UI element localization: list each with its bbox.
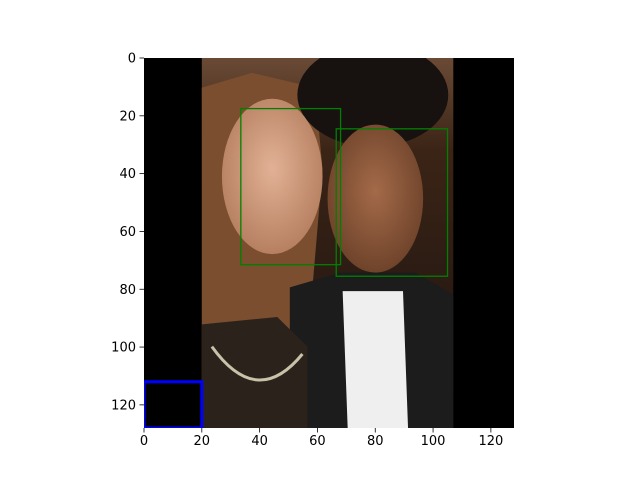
woman-face [221, 98, 323, 255]
y-tick-label: 20 [119, 109, 136, 124]
x-tick-label: 60 [309, 434, 326, 449]
bounding-box-3 [144, 380, 204, 428]
man-shirt [342, 291, 409, 428]
x-tick-label: 120 [478, 434, 503, 449]
photo [201, 58, 454, 428]
woman-top [201, 317, 308, 428]
axes: 0 20 40 60 80 100 120 0 20 40 60 80 100 120 [111, 52, 514, 449]
y-tick-label: 40 [119, 167, 136, 182]
bounding-box-1 [240, 107, 342, 266]
y-tick-label: 120 [111, 398, 136, 413]
bounding-box-2 [335, 128, 449, 277]
x-tick-label: 40 [251, 434, 268, 449]
y-tick-label: 100 [111, 341, 136, 356]
man-hair [297, 58, 449, 147]
x-tick-label: 100 [421, 434, 446, 449]
x-tick-label: 80 [367, 434, 384, 449]
y-tick-label: 80 [119, 283, 136, 298]
y-tick-label: 60 [119, 225, 136, 240]
x-tick-label: 20 [194, 434, 211, 449]
y-tick-label: 0 [128, 52, 136, 67]
necklace [210, 345, 304, 382]
man-face [327, 124, 424, 273]
image-area [144, 58, 514, 428]
x-tick-label: 0 [140, 434, 148, 449]
